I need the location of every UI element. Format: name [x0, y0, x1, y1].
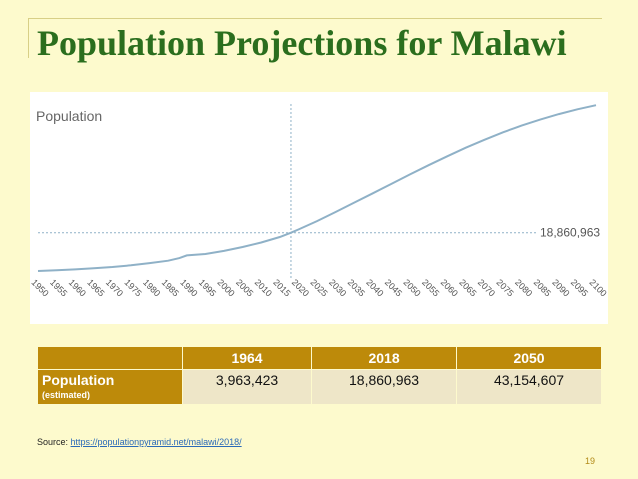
x-tick-label: 2065 — [457, 277, 478, 298]
table-cell-2018: 18,860,963 — [311, 369, 458, 405]
chart-title: Population — [36, 108, 102, 124]
source-prefix: Source: — [37, 437, 71, 447]
table-row-sublabel: (estimated) — [42, 390, 91, 400]
title-rule-top — [28, 18, 602, 19]
x-tick-label: 1970 — [104, 277, 125, 298]
table-header-row: 1964 2018 2050 — [37, 346, 602, 370]
x-tick-label: 2085 — [532, 277, 553, 298]
x-tick-label: 1995 — [197, 277, 218, 298]
x-tick-label: 1950 — [30, 277, 51, 298]
table-cell-1964: 3,963,423 — [181, 369, 313, 405]
table-header-corner — [37, 346, 183, 370]
annotation-label: 18,860,963 — [540, 226, 600, 240]
x-tick-label: 1990 — [178, 277, 199, 298]
table-header-2018: 2018 — [311, 346, 458, 370]
x-tick-label: 2050 — [402, 277, 423, 298]
x-tick-label: 2000 — [216, 277, 237, 298]
population-chart: Population 18,860,963 19501955196019651970… — [30, 104, 608, 298]
x-tick-label: 2070 — [476, 277, 497, 298]
population-chart-panel: Population 18,860,963 1950 1955 1960 1965 1970… — [30, 92, 608, 324]
x-tick-label: 1965 — [85, 277, 106, 298]
table-row-label: Population — [42, 372, 115, 388]
x-tick-label: 1985 — [160, 277, 181, 298]
x-tick-label: 2090 — [550, 277, 571, 298]
page-number: 19 — [585, 456, 596, 466]
x-tick-label: 1960 — [67, 277, 88, 298]
x-tick-label: 2040 — [364, 277, 385, 298]
x-tick-label: 2045 — [383, 277, 404, 298]
x-tick-label: 2060 — [439, 277, 460, 298]
x-tick-label: 2075 — [495, 277, 516, 298]
x-tick-label: 2025 — [309, 277, 330, 298]
x-tick-label: 1955 — [48, 277, 69, 298]
table-row-label-cell: Population (estimated) — [37, 369, 183, 405]
series-line-population — [37, 104, 597, 272]
x-tick-label: 2010 — [253, 277, 274, 298]
x-tick-label: 2100 — [588, 277, 608, 298]
source-line: Source: https://populationpyramid.net/ma… — [37, 437, 242, 447]
title-rule-left — [28, 18, 29, 58]
table-header-2050: 2050 — [456, 346, 602, 370]
source-link[interactable]: https://populationpyramid.net/malawi/201… — [70, 437, 242, 447]
table-header-1964: 1964 — [181, 346, 313, 370]
x-tick-label: 2055 — [420, 277, 441, 298]
x-tick-label: 2020 — [290, 277, 311, 298]
table-cell-2050: 43,154,607 — [456, 369, 602, 405]
x-tick-label: 2080 — [513, 277, 534, 298]
slide-title: Population Projections for Malawi — [37, 23, 567, 63]
table-row: Population (estimated) 3,963,423 18,860,… — [37, 369, 602, 405]
x-tick-label: 2005 — [234, 277, 255, 298]
x-tick-label: 1980 — [141, 277, 162, 298]
x-tick-label: 2095 — [569, 277, 590, 298]
x-tick-label: 2015 — [271, 277, 292, 298]
x-tick-label: 2035 — [346, 277, 367, 298]
population-table: 1964 2018 2050 Population (estimated) 3,… — [37, 346, 602, 405]
x-tick-label: 2030 — [327, 277, 348, 298]
x-tick-label: 1975 — [123, 277, 144, 298]
